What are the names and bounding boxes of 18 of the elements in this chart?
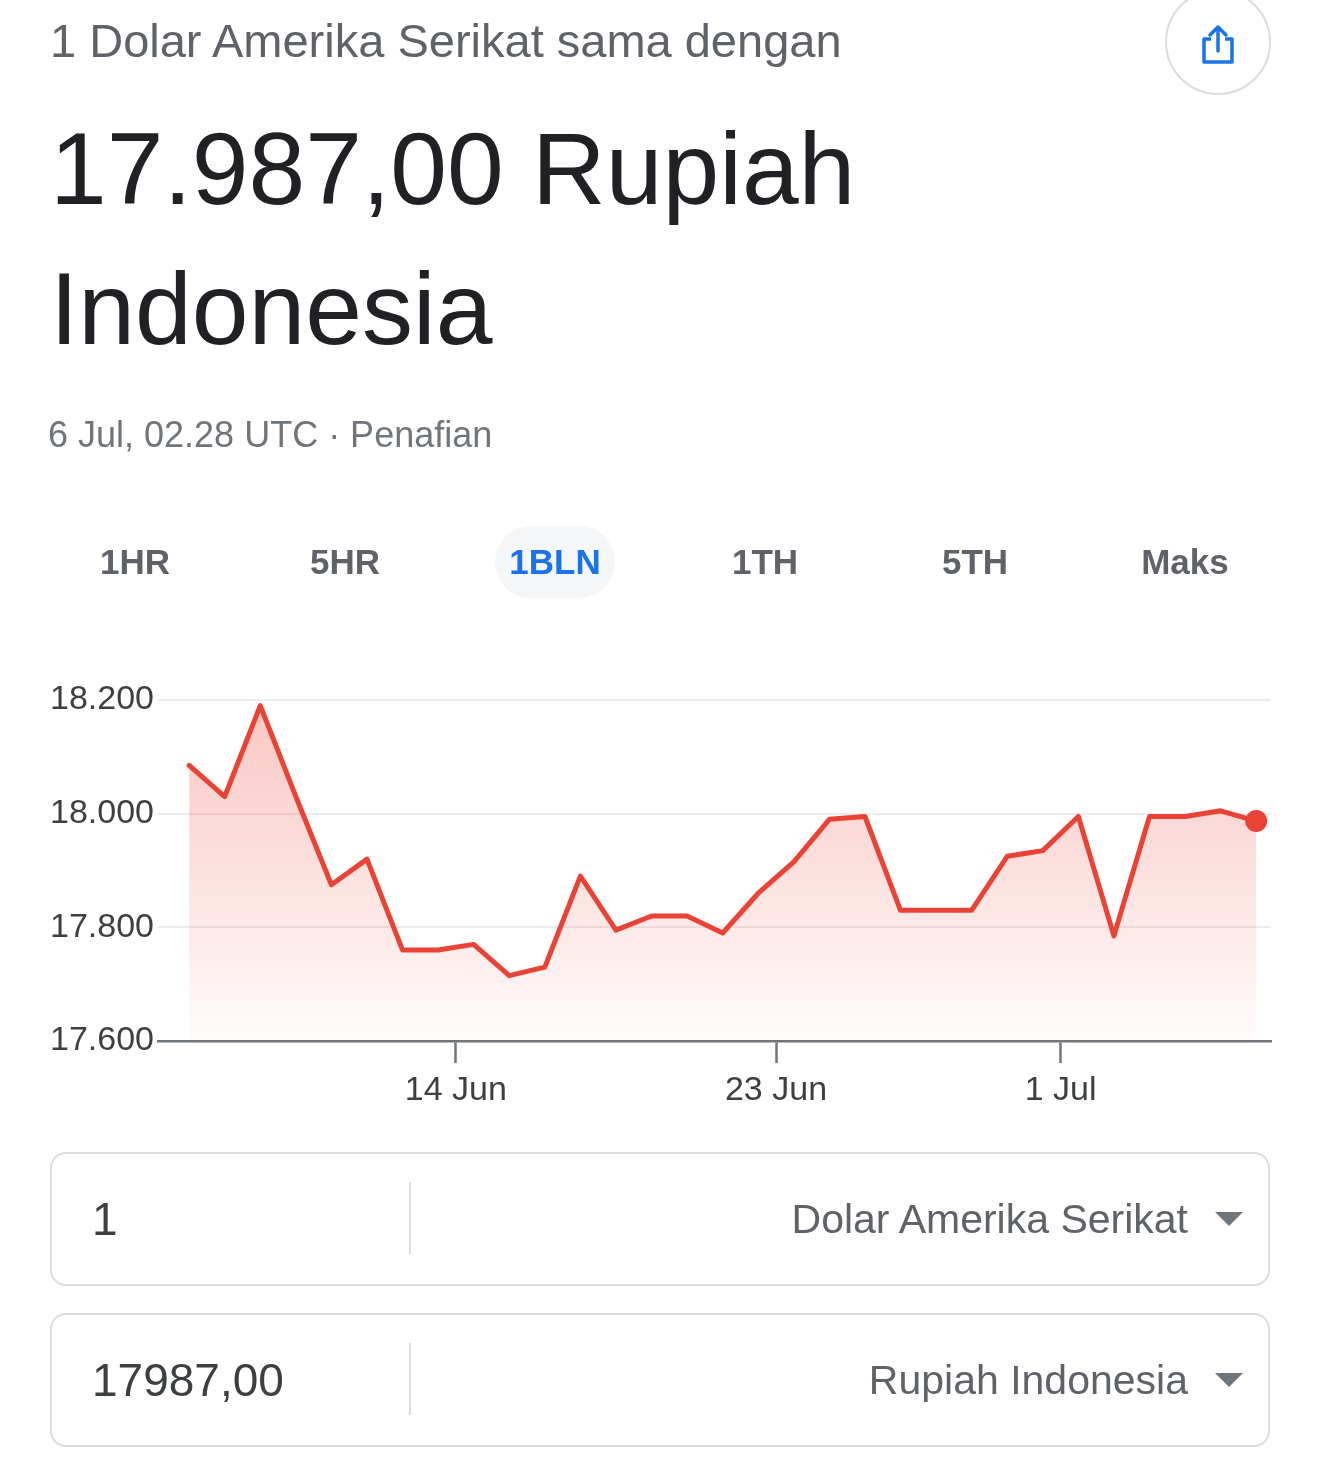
input-box: 1 Dolar Amerika Serikat	[50, 1152, 1270, 1286]
chart-subtitle: 1 Dolar Amerika Serikat sama dengan	[50, 14, 842, 67]
text: 5TH	[941, 541, 1009, 583]
y-tick-label: 17.600	[50, 1019, 154, 1058]
text: 6 Jul, 02.28 UTC · Penafian	[48, 414, 493, 455]
selected-tab: 1BLN	[495, 526, 615, 598]
y-tick-label: 18.000	[50, 792, 154, 831]
text: 5HR	[309, 541, 381, 583]
x-tick-label: 14 Jun	[404, 1068, 507, 1107]
y-tick-label: 17.800	[50, 905, 154, 944]
x-tick-label: 23 Jun	[724, 1068, 828, 1107]
text: 1HR	[99, 541, 171, 583]
y-tick-label: 18.200	[50, 678, 154, 717]
text: Maks	[1141, 541, 1229, 583]
text: 1TH	[731, 541, 799, 583]
chart-title: 17.987,00 Rupiah Indonesia	[50, 111, 857, 368]
x-tick-label: 1 Jul	[1024, 1068, 1097, 1107]
input-box: 17987,00 Rupiah Indonesia	[50, 1313, 1270, 1447]
